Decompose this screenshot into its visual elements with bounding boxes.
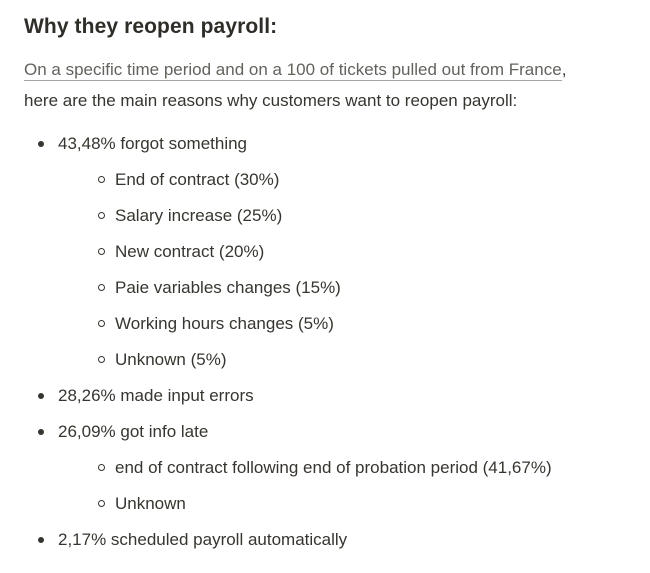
page-title: Why they reopen payroll: — [24, 15, 278, 38]
list-item-label: 43,48% forgot something — [58, 134, 248, 153]
bullet-disc-icon — [38, 141, 44, 147]
sub-list: end of contract following end of probati… — [58, 458, 626, 514]
intro-comma: , — [561, 60, 567, 79]
sub-list: End of contract (30%) Salary increase (2… — [58, 170, 626, 370]
sub-list-item: Salary increase (25%) — [58, 206, 626, 226]
bullet-circle-icon — [98, 248, 105, 255]
intro-line2: here are the main reasons why customers … — [24, 91, 518, 110]
sub-item-label: Working hours changes (5%) — [115, 314, 334, 333]
sub-list-item: New contract (20%) — [58, 242, 626, 262]
sub-list-item: Working hours changes (5%) — [58, 314, 626, 334]
sub-item-label: New contract (20%) — [115, 242, 265, 261]
bullet-disc-icon — [38, 429, 44, 435]
sub-item-label: End of contract (30%) — [115, 170, 280, 189]
bullet-disc-icon — [38, 537, 44, 543]
sub-item-label: end of contract following end of probati… — [115, 458, 552, 477]
sub-list-item: End of contract (30%) — [58, 170, 626, 190]
bullet-disc-icon — [38, 393, 44, 399]
sub-list-item: Paie variables changes (15%) — [58, 278, 626, 298]
bullet-circle-icon — [98, 212, 105, 219]
sub-list-item: Unknown — [58, 494, 626, 514]
bullet-circle-icon — [98, 176, 105, 183]
bullet-circle-icon — [98, 320, 105, 327]
intro-link[interactable]: On a specific time period and on a 100 o… — [24, 60, 562, 81]
list-item: 28,26% made input errors — [24, 386, 626, 406]
sub-list-item: end of contract following end of probati… — [58, 458, 626, 478]
list-item-label: 26,09% got info late — [58, 422, 209, 441]
list-item-label: 28,26% made input errors — [58, 386, 254, 405]
sub-item-label: Unknown (5%) — [115, 350, 227, 369]
reasons-list: 43,48% forgot something End of contract … — [24, 134, 626, 550]
list-item: 43,48% forgot something End of contract … — [24, 134, 626, 370]
list-item: 2,17% scheduled payroll automatically — [24, 530, 626, 550]
sub-item-label: Salary increase (25%) — [115, 206, 283, 225]
intro-paragraph: On a specific time period and on a 100 o… — [24, 54, 626, 116]
sub-list-item: Unknown (5%) — [58, 350, 626, 370]
bullet-circle-icon — [98, 356, 105, 363]
sub-item-label: Paie variables changes (15%) — [115, 278, 341, 297]
list-item: 26,09% got info late end of contract fol… — [24, 422, 626, 514]
bullet-circle-icon — [98, 284, 105, 291]
bullet-circle-icon — [98, 464, 105, 471]
bullet-circle-icon — [98, 500, 105, 507]
sub-item-label: Unknown — [115, 494, 186, 513]
list-item-label: 2,17% scheduled payroll automatically — [58, 530, 348, 549]
